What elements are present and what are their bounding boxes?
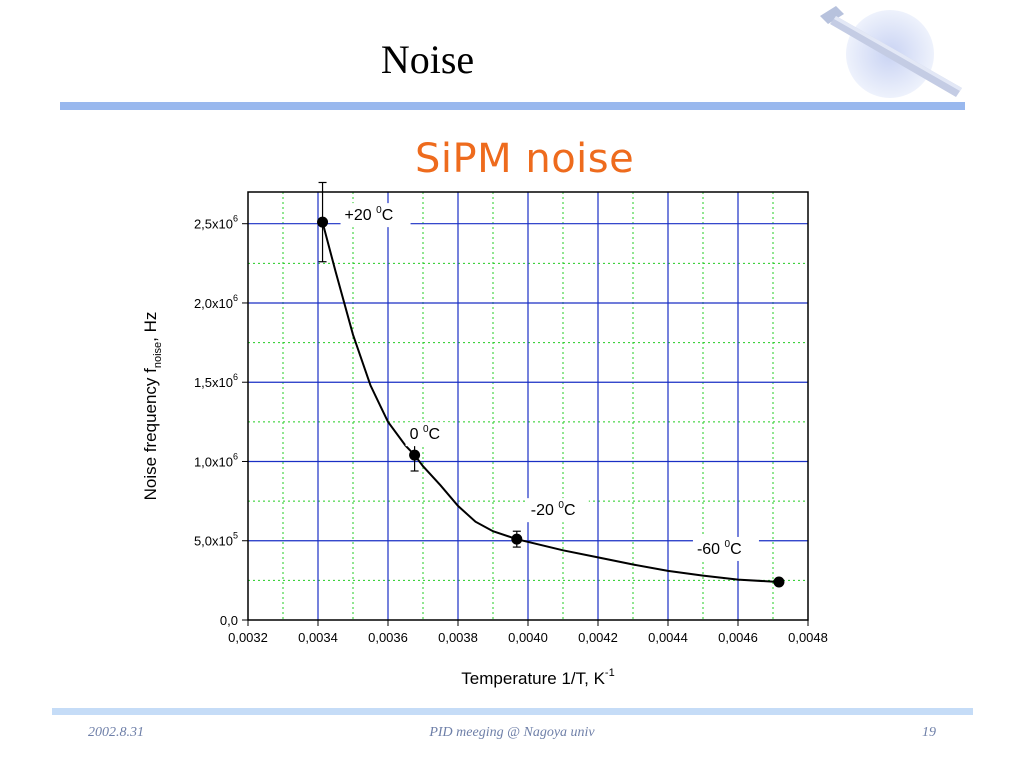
x-tick-label: 0,0044 bbox=[648, 630, 688, 645]
x-tick-label: 0,0036 bbox=[368, 630, 408, 645]
y-tick-label: 2,5x106 bbox=[194, 214, 238, 232]
x-tick-label: 0,0042 bbox=[578, 630, 618, 645]
data-point bbox=[511, 533, 523, 545]
chart-heading: SiPM noise bbox=[415, 136, 635, 182]
point-label-background bbox=[526, 498, 589, 523]
x-tick-label: 0,0048 bbox=[788, 630, 828, 645]
x-tick-label: 0,0038 bbox=[438, 630, 478, 645]
y-tick-label: 2,0x106 bbox=[194, 293, 238, 311]
x-axis-title: Temperature 1/T, K-1 bbox=[461, 667, 614, 688]
x-tick-label: 0,0040 bbox=[508, 630, 548, 645]
y-tick-label: 1,0x106 bbox=[194, 451, 238, 469]
y-tick-label: 1,5x106 bbox=[194, 372, 238, 390]
point-label: -60 0C bbox=[697, 539, 742, 558]
slide-title: Noise bbox=[380, 37, 475, 82]
point-label-background bbox=[340, 203, 411, 228]
y-axis-title: Noise frequency fnoise, Hz bbox=[141, 312, 164, 501]
footer-divider bbox=[52, 708, 973, 715]
fit-curve bbox=[321, 221, 780, 583]
footer-meeting: PID meeging @ Nagoya univ bbox=[429, 725, 595, 740]
point-label-background bbox=[405, 422, 452, 447]
title-divider bbox=[60, 102, 965, 110]
point-label: -20 0C bbox=[531, 500, 576, 519]
point-label-background bbox=[692, 536, 759, 561]
x-tick-label: 0,0032 bbox=[228, 630, 268, 645]
x-tick-label: 0,0046 bbox=[718, 630, 758, 645]
x-tick-label: 0,0034 bbox=[298, 630, 338, 645]
data-point bbox=[317, 216, 329, 228]
slide-logo bbox=[810, 2, 970, 107]
y-tick-label: 0,0 bbox=[220, 613, 238, 628]
data-point bbox=[409, 449, 421, 461]
footer-date: 2002.8.31 bbox=[88, 725, 144, 740]
noise-chart: 0,0032 0,0034 0,0036 0,0038 0,0040 0,0042 0,00… bbox=[141, 181, 828, 688]
point-label: 0 0C bbox=[410, 424, 440, 443]
footer-page-number: 19 bbox=[922, 725, 936, 740]
magnifier-logo-icon bbox=[820, 6, 962, 98]
y-tick-label: 5,0x105 bbox=[194, 531, 238, 549]
data-point bbox=[773, 576, 785, 588]
point-label: +20 0C bbox=[345, 205, 394, 224]
